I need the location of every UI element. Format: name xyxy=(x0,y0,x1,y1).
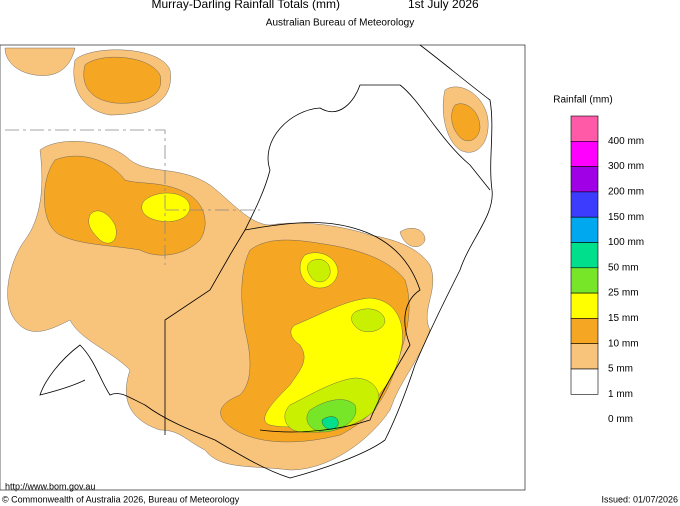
legend-swatch xyxy=(570,141,599,167)
url: http://www.bom.gov.au xyxy=(5,481,95,491)
legend-label: 100 mm xyxy=(608,237,644,248)
legend-label: 150 mm xyxy=(608,212,644,223)
legend-swatch xyxy=(570,191,599,218)
legend-label: 25 mm xyxy=(608,288,639,299)
title: Murray-Darling Rainfall Totals (mm) xyxy=(152,0,340,11)
legend-swatch xyxy=(570,267,599,294)
legend-swatch xyxy=(570,318,599,344)
legend-swatch xyxy=(570,368,599,395)
legend-label: 10 mm xyxy=(608,338,639,349)
legend-swatch xyxy=(570,216,599,243)
legend-label: 5 mm xyxy=(608,364,633,375)
date: 1st July 2026 xyxy=(408,0,479,11)
legend-label: 15 mm xyxy=(608,313,639,324)
legend-label: 300 mm xyxy=(608,161,644,172)
legend-label: 50 mm xyxy=(608,262,639,273)
legend-label: 1 mm xyxy=(608,389,633,400)
legend-swatch xyxy=(570,115,599,142)
issued: Issued: 01/07/2026 xyxy=(601,494,678,504)
map xyxy=(0,44,526,491)
legend-label: 400 mm xyxy=(608,136,644,147)
legend-swatch xyxy=(570,242,599,269)
copyright: © Commonwealth of Australia 2026, Bureau… xyxy=(2,494,240,504)
legend-label: 200 mm xyxy=(608,187,644,198)
legend-swatch xyxy=(570,343,599,370)
legend: Rainfall (mm) 400 mm 300 mm 200 mm 150 mm 10… xyxy=(553,95,644,426)
legend-swatch xyxy=(570,166,599,193)
legend-swatch xyxy=(570,292,599,319)
legend-title: Rainfall (mm) xyxy=(553,95,612,106)
legend-label: 0 mm xyxy=(608,414,633,425)
subtitle: Australian Bureau of Meteorology xyxy=(266,18,414,29)
